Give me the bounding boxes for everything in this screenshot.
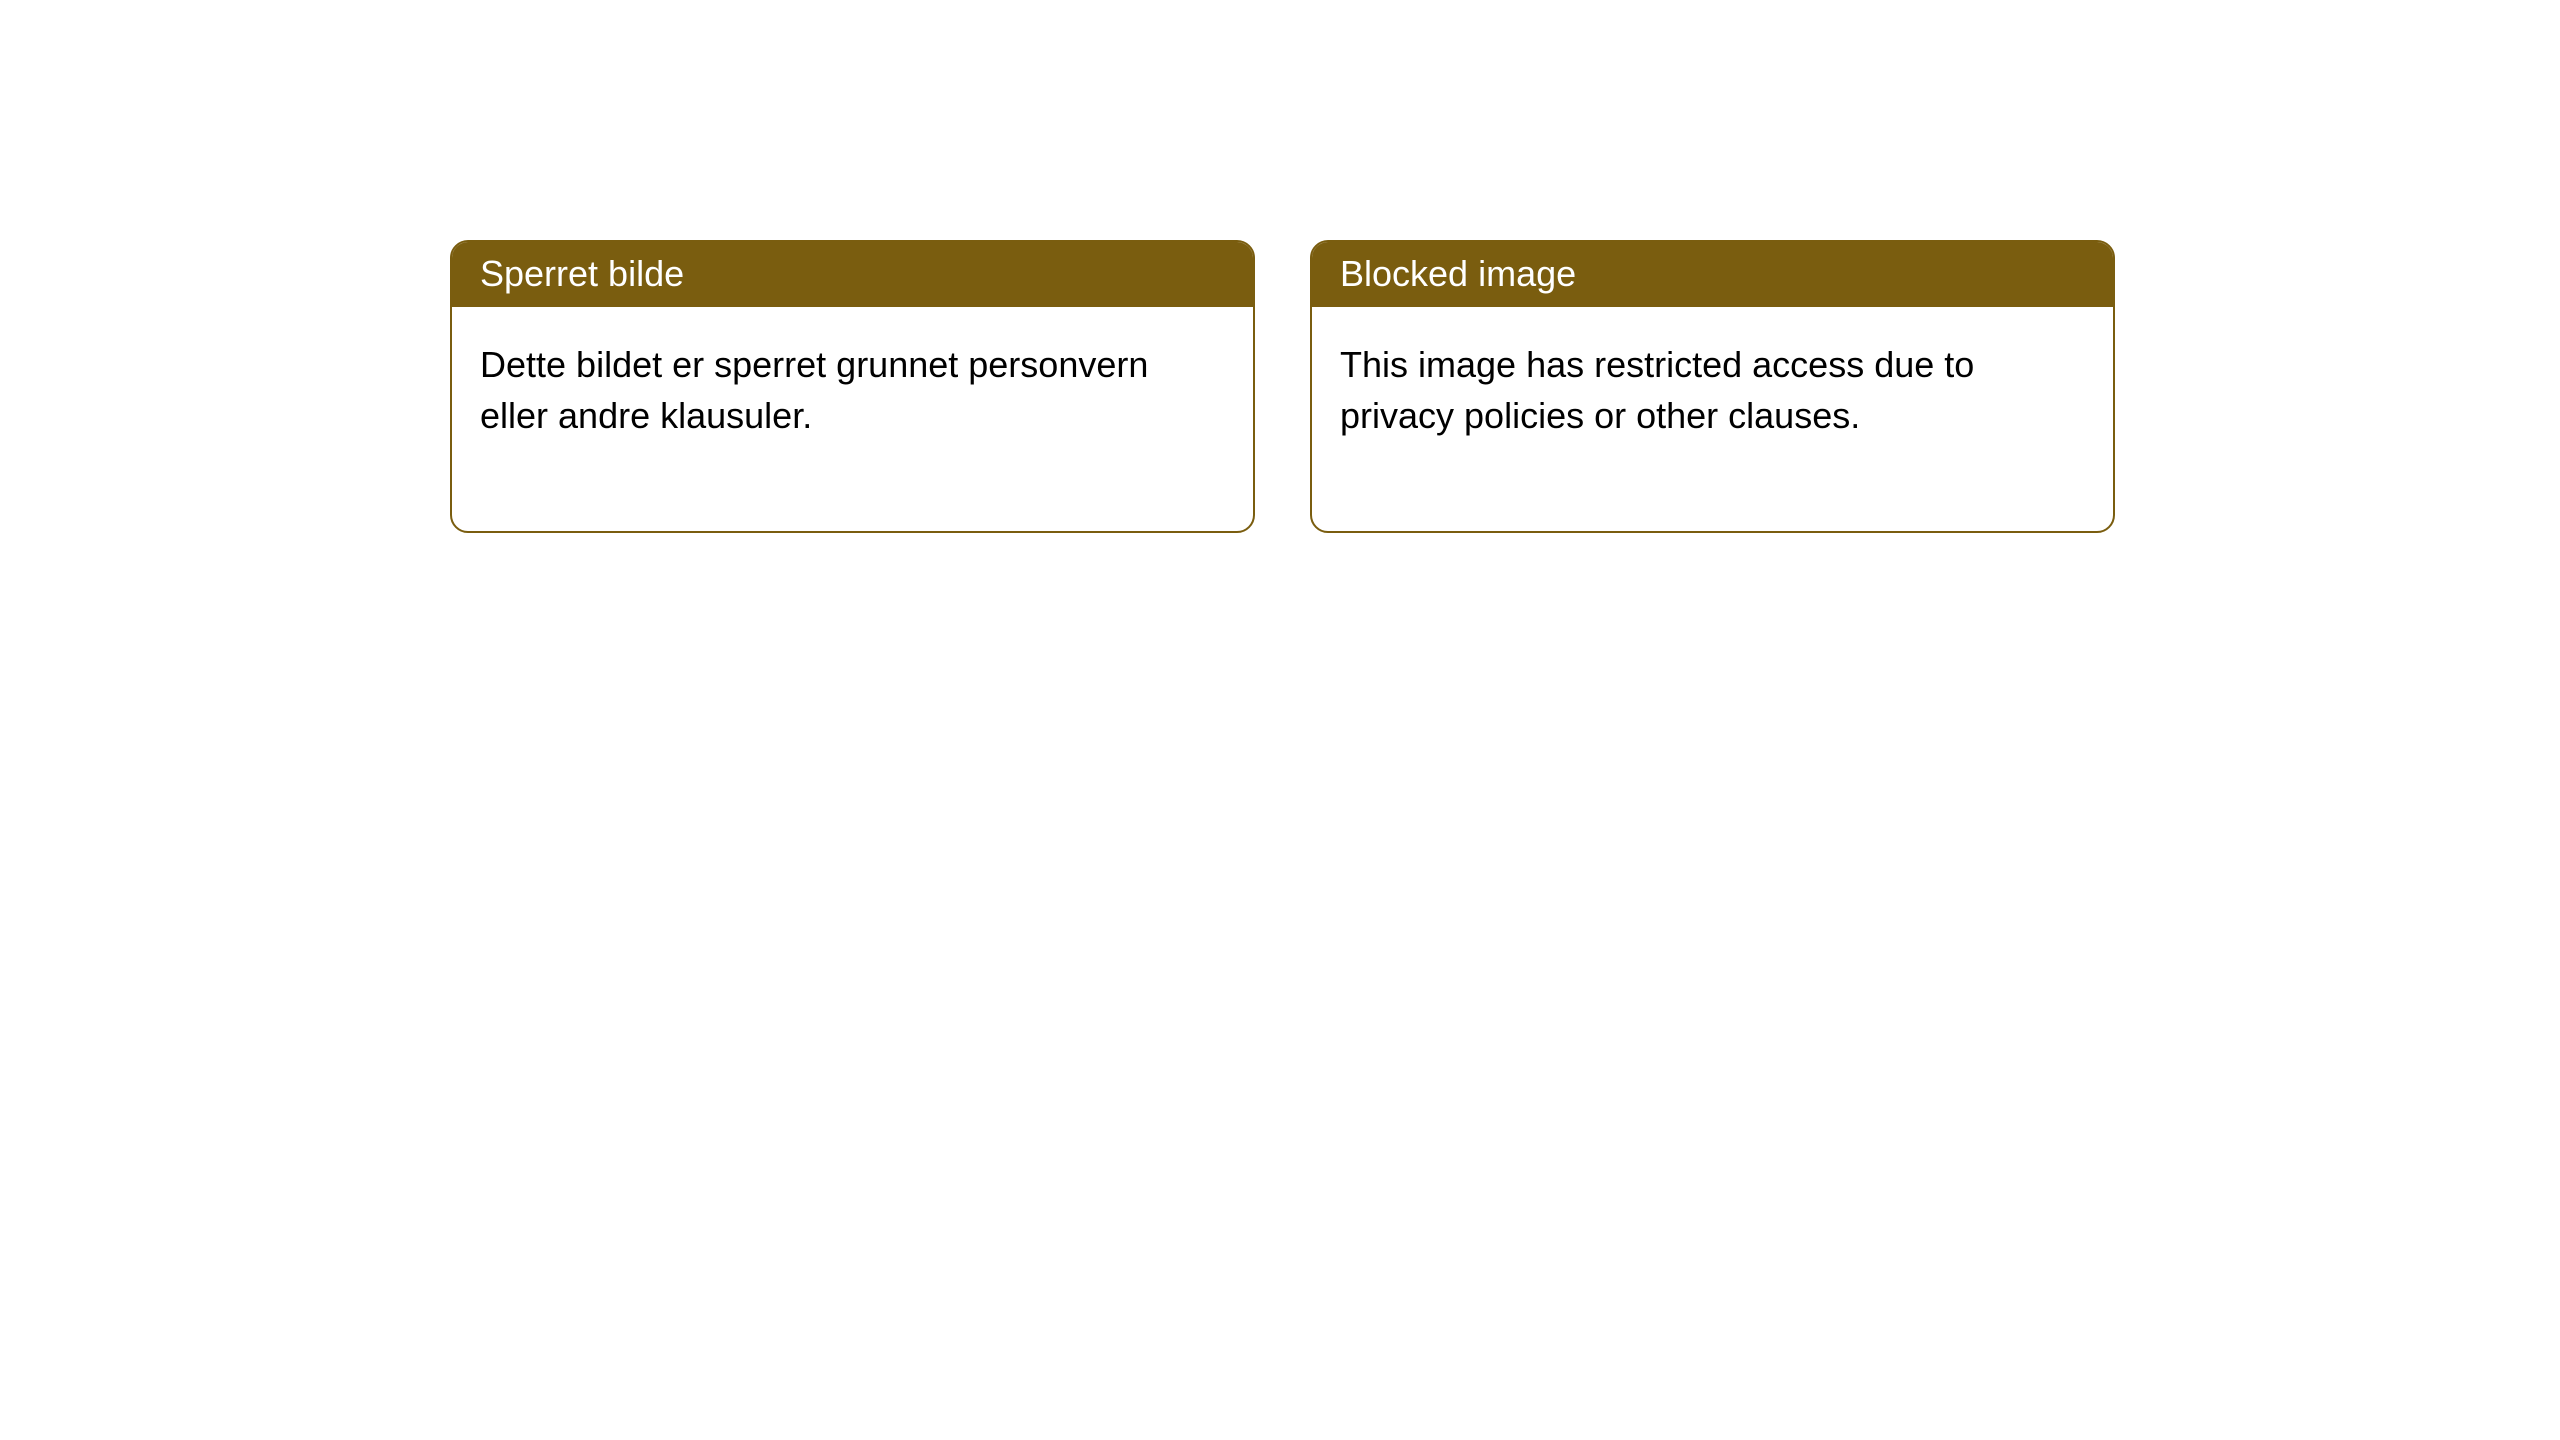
notice-container: Sperret bilde Dette bildet er sperret gr… [0,0,2560,533]
notice-body-text: This image has restricted access due to … [1312,307,2113,531]
notice-card-english: Blocked image This image has restricted … [1310,240,2115,533]
notice-header: Sperret bilde [452,242,1253,307]
notice-body-text: Dette bildet er sperret grunnet personve… [452,307,1253,531]
notice-header: Blocked image [1312,242,2113,307]
notice-card-norwegian: Sperret bilde Dette bildet er sperret gr… [450,240,1255,533]
